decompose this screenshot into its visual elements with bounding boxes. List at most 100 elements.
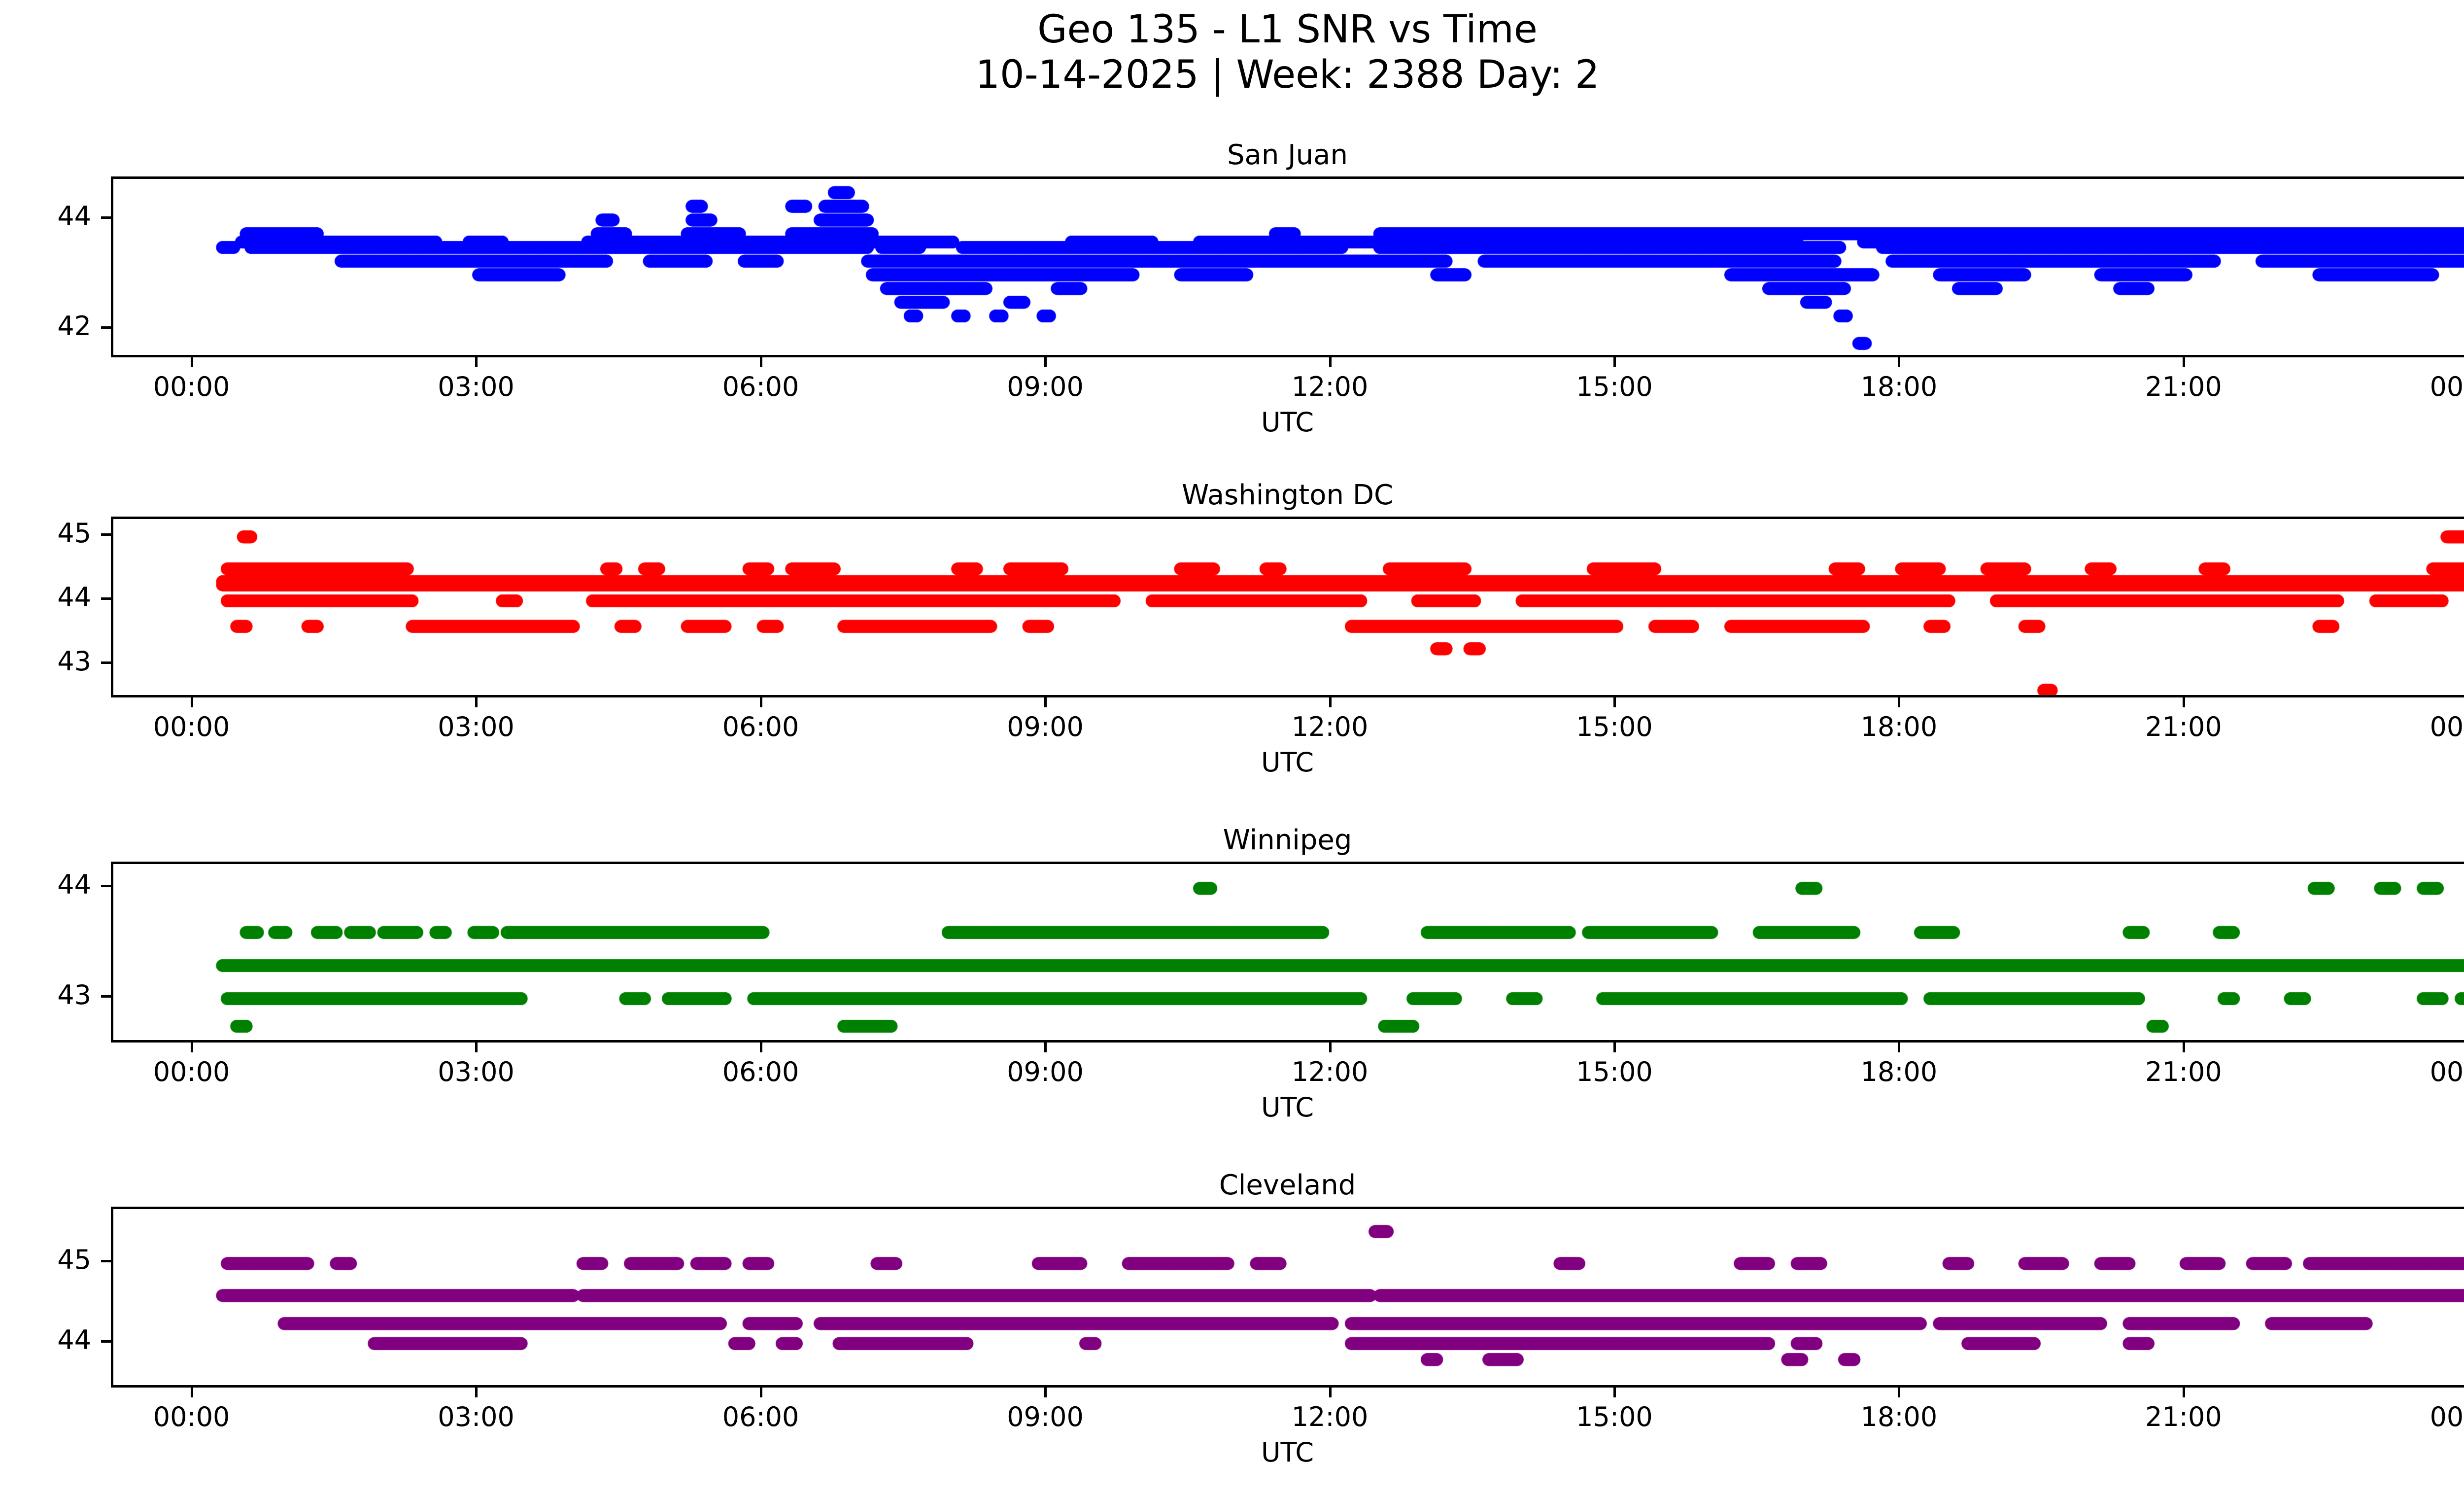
x-tick-mark (1613, 697, 1616, 707)
x-tick-label: 12:00 (1291, 711, 1369, 742)
x-tick-label: 21:00 (2145, 1056, 2222, 1087)
x-tick-label: 21:00 (2145, 1401, 2222, 1432)
x-tick-label: 03:00 (438, 371, 514, 402)
y-tick-label: 44 (57, 869, 91, 901)
x-tick-label: 03:00 (438, 1401, 514, 1432)
x-tick-label: 06:00 (722, 371, 799, 402)
x-tick-mark (1329, 1043, 1332, 1052)
plot-area-cleveland (111, 1207, 2464, 1388)
y-tick-mark (101, 533, 111, 536)
x-tick-mark (1329, 697, 1332, 707)
x-tick-label: 00:00 (153, 371, 230, 402)
x-tick-mark (1898, 1043, 1901, 1052)
x-tick-mark (1329, 357, 1332, 367)
scatter-points-blue (113, 179, 2464, 355)
x-tick-label: 00:00 (153, 1401, 230, 1432)
x-tick-label: 00:00 (2430, 711, 2464, 742)
x-tick-mark (759, 1043, 762, 1052)
x-tick-mark (2182, 1043, 2185, 1052)
y-tick-label: 43 (57, 645, 91, 677)
x-tick-label: 21:00 (2145, 711, 2222, 742)
x-tick-mark (190, 1043, 193, 1052)
x-tick-label: 18:00 (1860, 1056, 1938, 1087)
x-tick-mark (1329, 1388, 1332, 1397)
x-tick-label: 03:00 (438, 1056, 514, 1087)
x-tick-mark (475, 1388, 478, 1397)
y-tick-mark (101, 885, 111, 888)
scatter-points-purple (113, 1209, 2464, 1385)
x-tick-mark (1613, 357, 1616, 367)
x-tick-label: 00:00 (153, 711, 230, 742)
y-tick-label: 44 (57, 201, 91, 232)
x-tick-mark (759, 1388, 762, 1397)
y-tick-label: 45 (57, 1244, 91, 1276)
x-tick-label: 06:00 (722, 711, 799, 742)
suptitle-line-2: 10-14-2025 | Week: 2388 Day: 2 (975, 53, 1600, 98)
x-tick-mark (1044, 1043, 1047, 1052)
x-tick-label: 12:00 (1291, 1056, 1369, 1087)
x-tick-mark (475, 1043, 478, 1052)
plot-area-winnipeg (111, 862, 2464, 1043)
x-tick-label: 15:00 (1576, 711, 1653, 742)
y-tick-label: 42 (57, 310, 91, 342)
x-tick-mark (759, 697, 762, 707)
x-tick-label: 09:00 (1007, 1056, 1084, 1087)
x-tick-label: 06:00 (722, 1401, 799, 1432)
subplot-title-san-juan: San Juan (1227, 139, 1348, 171)
x-tick-label: 12:00 (1291, 1401, 1369, 1432)
x-tick-mark (190, 357, 193, 367)
subplot-title-winnipeg: Winnipeg (1223, 824, 1352, 856)
x-tick-label: 15:00 (1576, 1401, 1653, 1432)
x-tick-label: 00:00 (2430, 1401, 2464, 1432)
x-axis-label: UTC (1261, 747, 1314, 778)
x-tick-mark (1898, 1388, 1901, 1397)
x-tick-label: 18:00 (1860, 1401, 1938, 1432)
x-tick-mark (1044, 357, 1047, 367)
x-tick-label: 03:00 (438, 711, 514, 742)
plot-area-san-juan (111, 176, 2464, 357)
x-tick-label: 18:00 (1860, 711, 1938, 742)
x-tick-label: 15:00 (1576, 1056, 1653, 1087)
x-axis-label: UTC (1261, 1092, 1314, 1123)
x-tick-label: 00:00 (2430, 371, 2464, 402)
x-tick-label: 00:00 (2430, 1056, 2464, 1087)
x-tick-mark (475, 697, 478, 707)
x-tick-mark (1044, 697, 1047, 707)
x-tick-label: 09:00 (1007, 1401, 1084, 1432)
subplot-title-washington-dc: Washington DC (1181, 479, 1394, 511)
y-tick-mark (101, 597, 111, 600)
y-tick-mark (101, 661, 111, 664)
x-tick-mark (2182, 697, 2185, 707)
scatter-points-green (113, 864, 2464, 1040)
x-tick-label: 00:00 (153, 1056, 230, 1087)
x-tick-mark (1898, 357, 1901, 367)
x-tick-mark (1044, 1388, 1047, 1397)
scatter-points-red (113, 519, 2464, 695)
x-tick-mark (1898, 697, 1901, 707)
y-tick-mark (101, 1260, 111, 1263)
x-tick-label: 09:00 (1007, 371, 1084, 402)
x-axis-label: UTC (1261, 407, 1314, 438)
y-tick-mark (101, 216, 111, 219)
y-tick-label: 44 (57, 1324, 91, 1356)
subplot-title-cleveland: Cleveland (1219, 1169, 1356, 1201)
y-tick-label: 44 (57, 581, 91, 613)
x-tick-label: 12:00 (1291, 371, 1369, 402)
x-tick-mark (190, 1388, 193, 1397)
x-tick-label: 06:00 (722, 1056, 799, 1087)
x-tick-mark (1613, 1043, 1616, 1052)
suptitle-line-1: Geo 135 - L1 SNR vs Time (1037, 7, 1538, 52)
y-tick-label: 43 (57, 979, 91, 1010)
x-tick-label: 21:00 (2145, 371, 2222, 402)
x-tick-mark (475, 357, 478, 367)
x-tick-label: 15:00 (1576, 371, 1653, 402)
y-tick-label: 45 (57, 518, 91, 549)
x-axis-label: UTC (1261, 1437, 1314, 1468)
y-tick-mark (101, 1340, 111, 1343)
x-tick-label: 09:00 (1007, 711, 1084, 742)
x-tick-mark (2182, 1388, 2185, 1397)
x-tick-mark (1613, 1388, 1616, 1397)
x-tick-mark (759, 357, 762, 367)
y-tick-mark (101, 326, 111, 329)
